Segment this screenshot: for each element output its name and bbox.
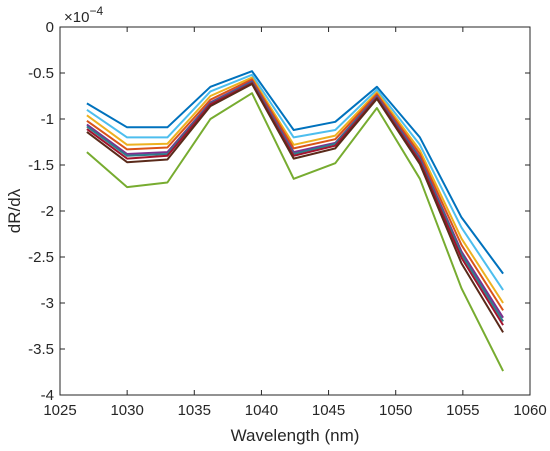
y-tick-label: -2.5 [28, 249, 54, 266]
y-tick-label: -1.5 [28, 157, 54, 174]
x-tick-label: 1025 [43, 402, 76, 419]
series-line-8 [86, 83, 504, 333]
x-tick-label: 1050 [379, 402, 412, 419]
plot-background [60, 27, 530, 395]
y-tick-label: -4 [41, 387, 54, 404]
series-line-2 [86, 73, 504, 291]
y-multiplier-label: ×10−4 [64, 4, 103, 26]
x-axis-label: Wavelength (nm) [231, 426, 360, 445]
x-tick-label: 1045 [312, 402, 345, 419]
x-tick-label: 1030 [110, 402, 143, 419]
series-line-9 [86, 92, 504, 372]
series-line-4 [86, 78, 504, 311]
y-tick-label: 0 [46, 19, 54, 36]
x-tick-label: 1060 [513, 402, 546, 419]
x-tick-label: 1055 [446, 402, 479, 419]
y-tick-label: -1 [41, 111, 54, 128]
y-ticks: 0 -0.5 -1 -1.5 -2 -2.5 -3 -3.5 -4 [28, 19, 530, 404]
y-tick-label: -3.5 [28, 341, 54, 358]
y-tick-label: -2 [41, 203, 54, 220]
series-line-7 [86, 82, 504, 326]
series-line-3 [86, 76, 504, 304]
y-axis-label: dR/dλ [5, 188, 24, 233]
series-line-1 [86, 70, 504, 275]
series-layer [86, 70, 504, 372]
y-tick-label: -0.5 [28, 65, 54, 82]
y-multiplier-base: ×10 [64, 9, 89, 26]
y-tick-label: -3 [41, 295, 54, 312]
x-tick-label: 1040 [245, 402, 278, 419]
x-ticks: 1025 1030 1035 1040 1045 1050 1055 1060 [43, 27, 547, 419]
x-tick-label: 1035 [178, 402, 211, 419]
y-multiplier-exponent: −4 [89, 4, 103, 18]
